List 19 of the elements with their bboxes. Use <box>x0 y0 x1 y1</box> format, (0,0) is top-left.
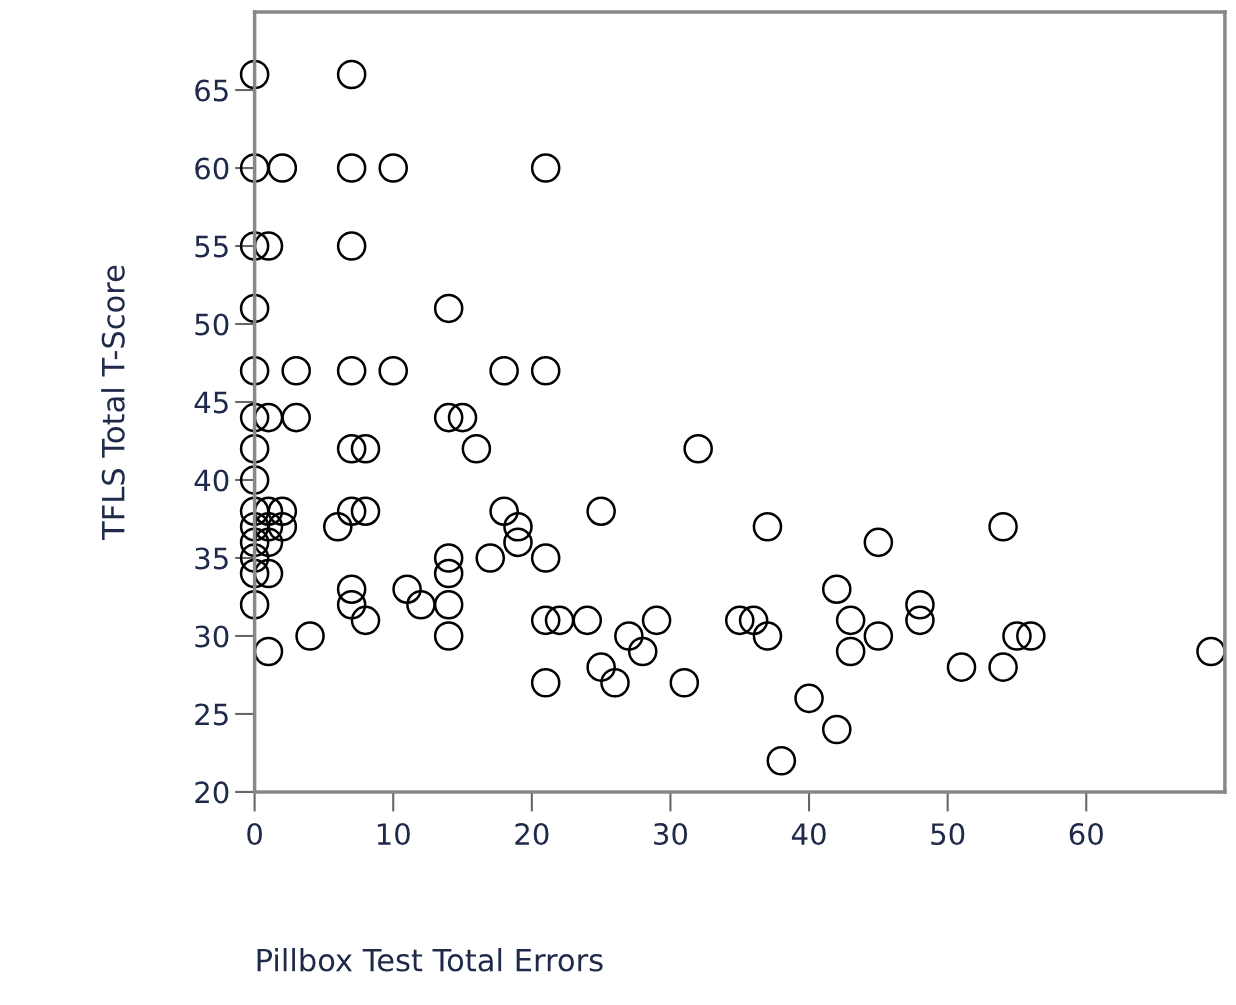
y-tick-label: 65 <box>195 79 228 102</box>
y-tick-label: 50 <box>195 313 229 336</box>
y-axis-title: TFLS Total T-Score <box>101 265 125 541</box>
x-tick-label: 0 <box>247 823 262 846</box>
y-tick-label: 20 <box>195 781 229 804</box>
y-tick-label: 45 <box>194 391 228 414</box>
x-tick-label: 20 <box>515 823 549 846</box>
y-tick-label: 55 <box>195 235 228 258</box>
y-tick-label: 40 <box>194 469 229 492</box>
y-tick-label: 30 <box>195 625 229 648</box>
x-tick-label: 60 <box>1069 823 1103 846</box>
y-tick-label: 35 <box>195 547 228 570</box>
x-tick-label: 50 <box>931 823 965 846</box>
y-tick-label: 25 <box>195 703 228 726</box>
x-tick-label: 10 <box>377 823 410 846</box>
x-tick-label: 30 <box>654 823 688 846</box>
y-tick-label: 60 <box>195 157 229 180</box>
x-tick-label: 40 <box>791 823 826 846</box>
x-axis-title: Pillbox Test Total Errors <box>257 947 603 972</box>
